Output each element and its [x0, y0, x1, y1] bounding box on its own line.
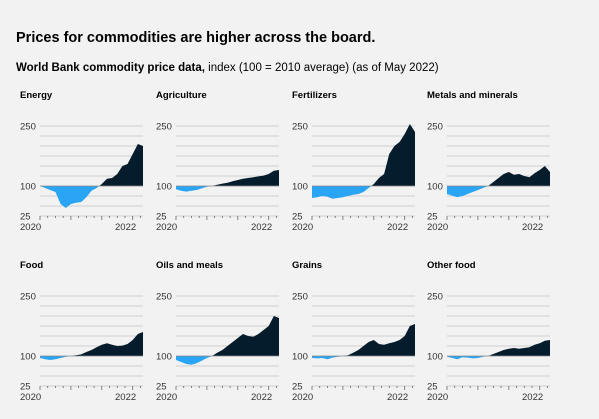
panel-other-food: Other food 250 100 25 2020 2022	[427, 260, 557, 415]
panel-food: Food 250 100 25 2020 2022	[20, 260, 150, 415]
area-below-baseline	[447, 356, 550, 360]
panel-title: Oils and meals	[156, 260, 224, 271]
x-tick-label: 2020	[292, 392, 313, 403]
area-above-baseline	[40, 144, 143, 186]
y-tick-label: 25	[156, 212, 167, 223]
y-tick-label: 250	[427, 292, 443, 303]
area-above-baseline	[447, 340, 550, 356]
panel-oils-and-meals: Oils and meals 250 100 25 2020 2022	[156, 260, 286, 415]
x-tick-label: 2022	[522, 392, 543, 403]
x-tick-label: 2022	[251, 222, 272, 233]
area-above-baseline	[447, 166, 550, 186]
chart-subtitle: World Bank commodity price data, index (…	[16, 62, 439, 74]
x-tick-label: 2022	[387, 392, 408, 403]
x-tick-label: 2022	[115, 392, 136, 403]
y-tick-label: 25	[20, 212, 31, 223]
area-below-baseline	[40, 356, 143, 360]
y-tick-label: 25	[427, 382, 438, 393]
y-tick-label: 25	[292, 382, 303, 393]
area-above-baseline	[176, 316, 279, 356]
x-tick-label: 2020	[292, 222, 313, 233]
x-tick-label: 2022	[115, 222, 136, 233]
y-tick-label: 100	[427, 182, 443, 193]
area-above-baseline	[176, 170, 279, 186]
panel-title: Food	[20, 260, 44, 271]
y-tick-label: 100	[427, 352, 443, 363]
panel-fertilizers: Fertilizers 250 100 25 2020 2022	[292, 90, 422, 245]
y-tick-label: 250	[292, 122, 308, 133]
area-below-baseline	[312, 186, 415, 199]
y-tick-label: 250	[20, 292, 36, 303]
x-tick-label: 2020	[20, 392, 41, 403]
subtitle-rest: index (100 = 2010 average) (as of May 20…	[204, 62, 439, 74]
y-tick-label: 100	[20, 352, 36, 363]
area-below-baseline	[176, 356, 279, 365]
y-tick-label: 100	[292, 182, 308, 193]
panel-metals-and-minerals: Metals and minerals 250 100 25 2020 2022	[427, 90, 557, 245]
panel-energy: Energy 250 100 25 2020 2022	[20, 90, 150, 245]
panel-title: Other food	[427, 260, 476, 271]
panel-title: Fertilizers	[292, 90, 337, 101]
area-below-baseline	[40, 186, 143, 208]
x-tick-label: 2020	[427, 392, 448, 403]
panel-agriculture: Agriculture 250 100 25 2020 2022	[156, 90, 286, 245]
subtitle-bold: World Bank commodity price data,	[16, 62, 205, 74]
y-tick-label: 250	[156, 122, 172, 133]
x-tick-label: 2020	[156, 392, 177, 403]
y-tick-label: 100	[156, 352, 172, 363]
y-tick-label: 100	[156, 182, 172, 193]
area-below-baseline	[312, 356, 415, 360]
panel-title: Energy	[20, 90, 53, 101]
panel-title: Agriculture	[156, 90, 207, 101]
y-tick-label: 25	[427, 212, 438, 223]
panel-grains: Grains 250 100 25 2020 2022	[292, 260, 422, 415]
y-tick-label: 100	[292, 352, 308, 363]
panel-title: Metals and minerals	[427, 90, 518, 101]
y-tick-label: 250	[292, 292, 308, 303]
x-tick-label: 2020	[20, 222, 41, 233]
y-tick-label: 25	[20, 382, 31, 393]
y-tick-label: 250	[20, 122, 36, 133]
x-tick-label: 2020	[427, 222, 448, 233]
y-tick-label: 250	[427, 122, 443, 133]
y-tick-label: 250	[156, 292, 172, 303]
y-tick-label: 25	[292, 212, 303, 223]
area-above-baseline	[312, 124, 415, 186]
x-tick-label: 2022	[251, 392, 272, 403]
x-tick-label: 2022	[387, 222, 408, 233]
x-tick-label: 2022	[522, 222, 543, 233]
area-above-baseline	[312, 324, 415, 356]
y-tick-label: 25	[156, 382, 167, 393]
page-title: Prices for commodities are higher across…	[16, 30, 376, 46]
area-below-baseline	[447, 186, 550, 198]
panel-title: Grains	[292, 260, 323, 271]
y-tick-label: 100	[20, 182, 36, 193]
x-tick-label: 2020	[156, 222, 177, 233]
area-above-baseline	[40, 332, 143, 356]
area-below-baseline	[176, 186, 279, 192]
